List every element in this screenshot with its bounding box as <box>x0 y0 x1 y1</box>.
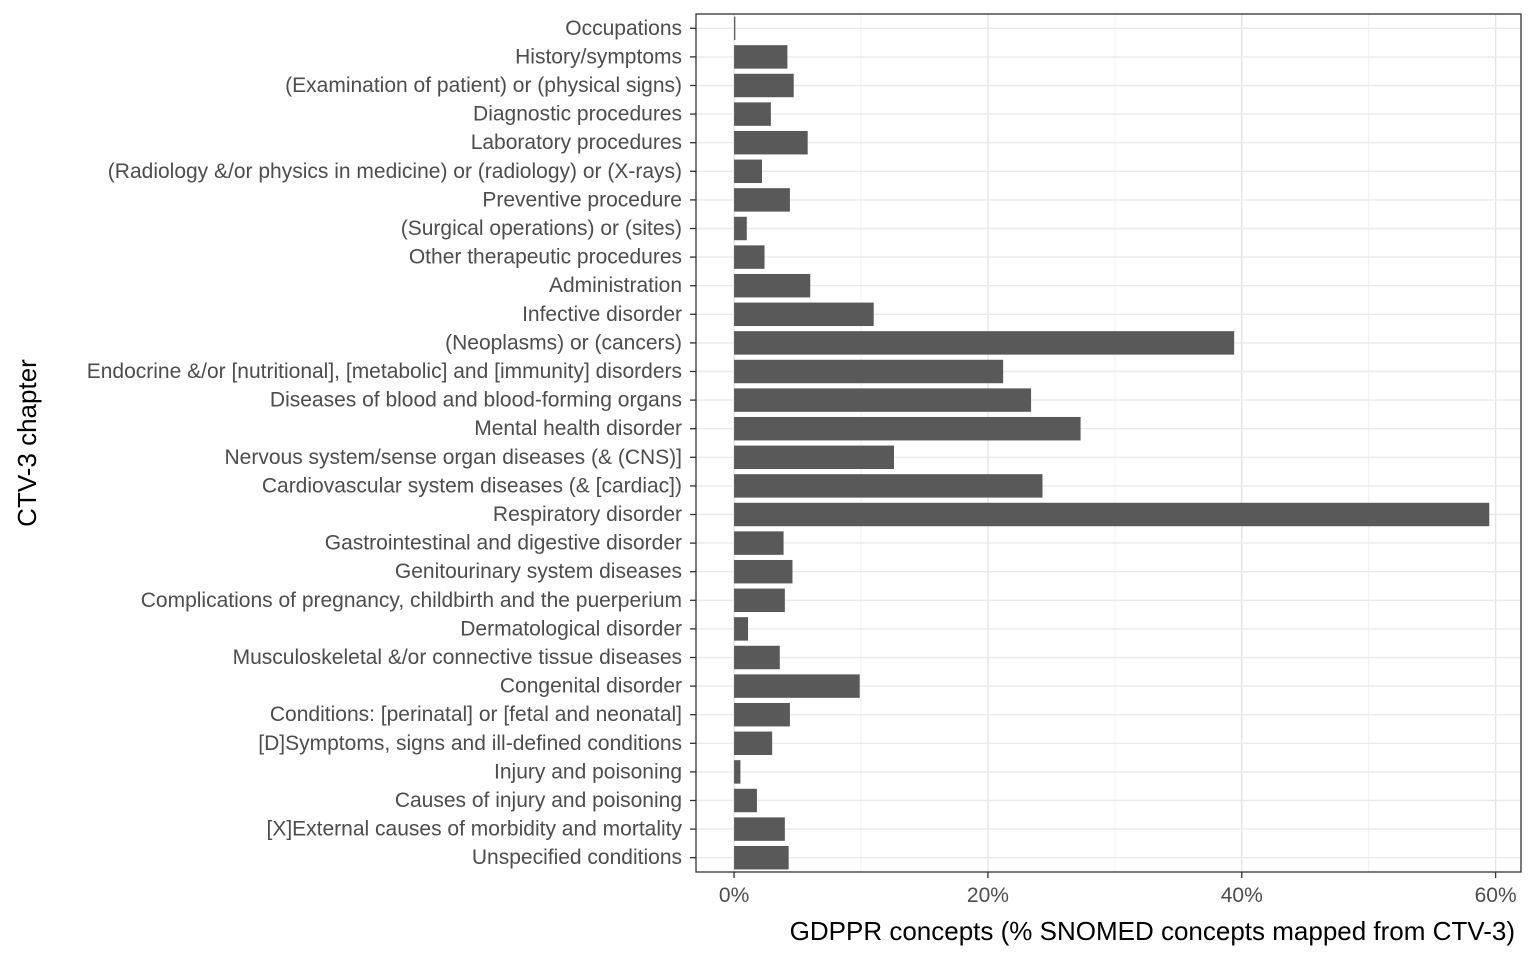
y-tick-label: (Examination of patient) or (physical si… <box>285 74 682 97</box>
bar <box>734 474 1043 498</box>
bar <box>734 731 773 756</box>
y-tick-label: Dermatological disorder <box>460 617 682 640</box>
bar <box>734 16 736 41</box>
x-tick-label: 20% <box>967 884 1009 907</box>
bar <box>734 273 811 298</box>
panel-border <box>695 13 1522 873</box>
bar <box>734 445 894 470</box>
y-axis-ticks: Occupations History/symptoms (Examination … <box>87 17 696 869</box>
y-tick-label: Diseases of blood and blood-forming orga… <box>270 389 682 412</box>
x-tick-label: 0% <box>719 884 749 907</box>
y-tick-label: [X]External causes of morbidity and mort… <box>266 818 682 841</box>
y-tick-label: Infective disorder <box>522 303 682 326</box>
bar <box>734 702 790 727</box>
bar <box>734 130 808 155</box>
bar <box>734 245 765 269</box>
bar <box>734 302 874 327</box>
y-tick-label: Causes of injury and poisoning <box>395 789 682 812</box>
bar <box>734 359 1004 384</box>
y-tick-label: Respiratory disorder <box>493 503 682 526</box>
y-tick-label: [D]Symptoms, signs and ill-defined condi… <box>258 732 682 755</box>
bar <box>734 45 788 69</box>
x-tick-label: 60% <box>1475 884 1517 907</box>
grid-lines <box>696 14 1521 872</box>
y-tick-label: Injury and poisoning <box>494 760 682 783</box>
y-tick-label: Laboratory procedures <box>471 131 682 154</box>
bar <box>734 559 793 584</box>
y-tick-label: (Surgical operations) or (sites) <box>401 217 682 240</box>
x-axis-ticks: 0% 20% 40% 60% <box>719 872 1517 907</box>
y-tick-label: History/symptoms <box>515 45 682 68</box>
y-axis-title: CTV-3 chapter <box>12 359 42 527</box>
bar <box>734 416 1081 441</box>
bar <box>734 817 785 841</box>
bar <box>734 760 741 784</box>
bar <box>734 216 747 241</box>
bar <box>734 788 757 813</box>
bar <box>734 73 794 98</box>
y-tick-label: Administration <box>549 274 682 297</box>
bar <box>734 188 790 212</box>
bar <box>734 102 771 126</box>
bar <box>734 502 1490 527</box>
y-tick-label: Genitourinary system diseases <box>395 560 682 583</box>
bars <box>734 16 1490 870</box>
y-tick-label: Nervous system/sense organ diseases (& (… <box>225 446 683 469</box>
y-tick-label: Congenital disorder <box>500 675 682 698</box>
y-tick-label: Gastrointestinal and digestive disorder <box>325 532 682 555</box>
y-tick-label: Diagnostic procedures <box>473 103 682 126</box>
y-tick-label: Complications of pregnancy, childbirth a… <box>141 589 682 612</box>
x-tick-label: 40% <box>1221 884 1263 907</box>
bar <box>734 617 749 641</box>
y-tick-label: Occupations <box>565 17 682 40</box>
y-tick-label: Endocrine &/or [nutritional], [metabolic… <box>87 360 682 383</box>
y-tick-label: Mental health disorder <box>474 417 682 440</box>
bar <box>734 331 1235 355</box>
bar <box>734 674 860 698</box>
x-axis-title: GDPPR concepts (% SNOMED concepts mapped… <box>790 916 1515 946</box>
bar <box>734 645 780 670</box>
bar <box>734 388 1032 412</box>
bar <box>734 845 789 870</box>
y-tick-label: (Neoplasms) or (cancers) <box>445 331 682 354</box>
y-tick-label: Musculoskeletal &/or connective tissue d… <box>233 646 682 669</box>
bar <box>734 531 784 555</box>
y-tick-label: (Radiology &/or physics in medicine) or … <box>108 160 682 183</box>
bar <box>734 159 762 184</box>
y-tick-label: Conditions: [perinatal] or [fetal and ne… <box>270 703 682 726</box>
y-tick-label: Preventive procedure <box>482 188 682 211</box>
y-tick-label: Unspecified conditions <box>472 846 682 869</box>
bar <box>734 588 785 613</box>
y-tick-label: Other therapeutic procedures <box>409 246 682 269</box>
y-tick-label: Cardiovascular system diseases (& [cardi… <box>262 474 682 497</box>
